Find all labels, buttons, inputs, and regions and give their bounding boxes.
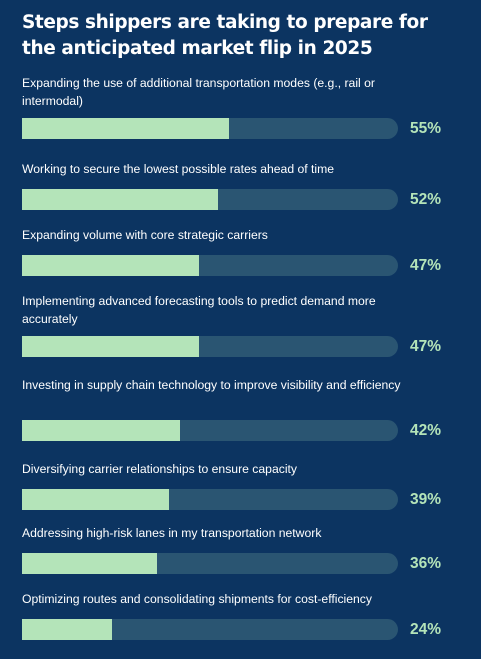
bar-track (22, 619, 398, 640)
bar-category-label: Optimizing routes and consolidating ship… (22, 592, 372, 606)
bar-value-label: 47% (410, 257, 442, 274)
bar-value-label: 42% (410, 422, 442, 439)
bar-fill (22, 619, 113, 640)
bar-track (22, 420, 398, 441)
bar-value-label: 36% (410, 555, 442, 572)
bar-fill (22, 420, 180, 441)
bar-category-label: Addressing high-risk lanes in my transpo… (22, 526, 322, 540)
bar-value-label: 52% (410, 191, 442, 208)
bar-fill (22, 189, 218, 210)
bar-category-label: Investing in supply chain technology to … (22, 378, 401, 392)
bar-category-label: Working to secure the lowest possible ra… (22, 162, 335, 176)
bar-fill (22, 255, 199, 276)
bar-category-label: Expanding volume with core strategic car… (22, 228, 268, 242)
bar-track (22, 118, 398, 139)
bar-category-label: Expanding the use of additional transpor… (22, 76, 375, 108)
bar-value-label: 47% (410, 338, 442, 355)
bar-track (22, 336, 398, 357)
bar-track (22, 553, 398, 574)
bar-fill (22, 553, 158, 574)
bar-value-label: 55% (410, 120, 442, 137)
bar-value-label: 39% (410, 491, 442, 508)
bar-fill (22, 336, 199, 357)
bar-track (22, 189, 398, 210)
bar-fill (22, 489, 169, 510)
bar-track (22, 255, 398, 276)
bar-category-label: Diversifying carrier relationships to en… (22, 462, 298, 476)
bar-value-label: 24% (410, 621, 442, 638)
bar-category-label: Implementing advanced forecasting tools … (22, 294, 376, 326)
chart-title: Steps shippers are taking to prepare for… (22, 12, 428, 59)
bar-fill (22, 118, 229, 139)
bar-track (22, 489, 398, 510)
